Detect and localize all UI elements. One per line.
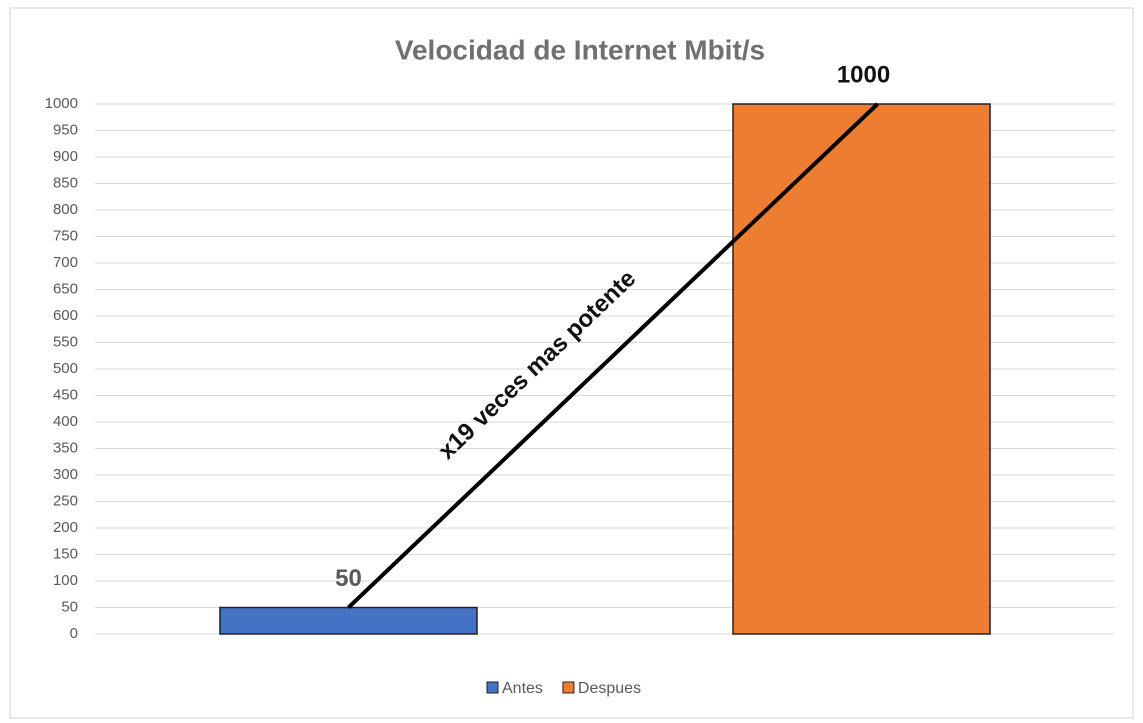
bar: [219, 606, 478, 635]
y-tick-label: 750: [53, 227, 78, 244]
y-tick-label: 950: [53, 121, 78, 138]
data-label: 50: [335, 565, 362, 592]
y-tick-label: 450: [53, 386, 78, 403]
chart-title: Velocidad de Internet Mbit/s: [395, 34, 765, 65]
annotation-line: [347, 102, 879, 609]
y-tick-label: 550: [53, 333, 78, 350]
y-tick-label: 900: [53, 148, 78, 165]
y-tick-label: 0: [70, 625, 78, 642]
legend-label: Antes: [502, 680, 543, 697]
y-tick-label: 250: [53, 492, 78, 509]
bar: [732, 103, 991, 635]
y-tick-label: 50: [61, 598, 78, 615]
y-tick-label: 600: [53, 307, 78, 324]
y-tick-label: 1000: [45, 95, 78, 112]
legend-swatch: [562, 681, 575, 694]
y-tick-label: 350: [53, 439, 78, 456]
y-tick-label: 300: [53, 466, 78, 483]
data-label: 1000: [837, 61, 890, 88]
legend-swatch: [486, 681, 499, 694]
y-tick-label: 800: [53, 201, 78, 218]
y-tick-label: 850: [53, 174, 78, 191]
y-tick-label: 700: [53, 254, 78, 271]
y-tick-label: 200: [53, 519, 78, 536]
y-tick-label: 400: [53, 413, 78, 430]
y-tick-label: 100: [53, 572, 78, 589]
y-tick-label: 650: [53, 280, 78, 297]
legend-label: Despues: [578, 680, 641, 697]
y-tick-label: 150: [53, 545, 78, 562]
y-tick-label: 500: [53, 360, 78, 377]
